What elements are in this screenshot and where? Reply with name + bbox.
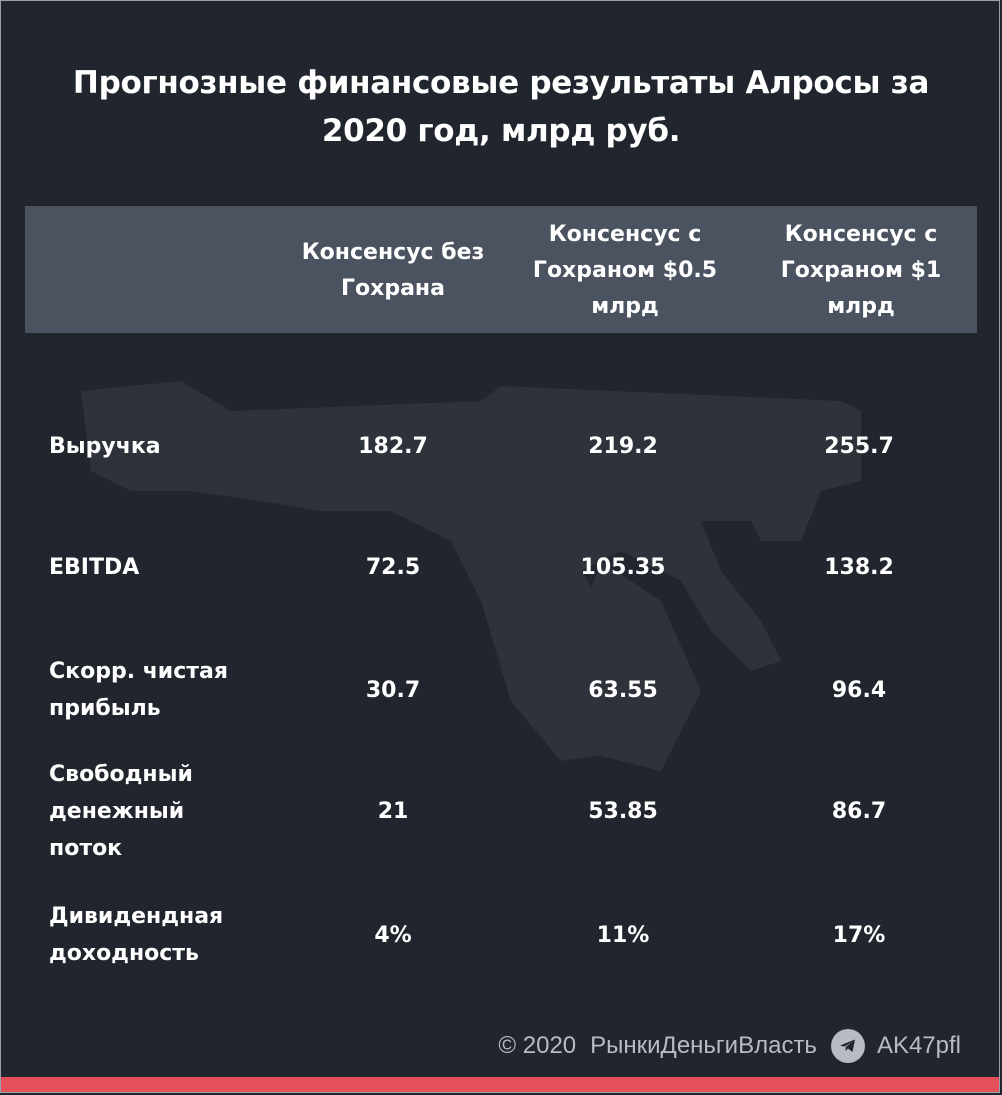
- table-cell: 105.35: [580, 554, 666, 580]
- table-cell: 138.2: [824, 554, 894, 580]
- table-header: [25, 206, 977, 333]
- table-cell: 96.4: [831, 677, 887, 703]
- column-header: Консенсус с Гохраном $0.5 млрд: [532, 222, 718, 319]
- table-cell: 255.7: [824, 433, 894, 459]
- table-cell: 86.7: [831, 798, 887, 824]
- channel-text: AK47pfl: [876, 1032, 961, 1059]
- row-label: Дивидендная доходность: [49, 904, 224, 966]
- table-cell: 182.7: [358, 433, 428, 459]
- telegram-icon: [830, 1029, 865, 1063]
- chart-title: Прогнозные финансовые результаты Алросы …: [72, 65, 930, 149]
- column-header: Консенсус без Гохрана: [301, 240, 485, 301]
- table-cell: 219.2: [588, 433, 658, 459]
- copyright-text: © 2020: [498, 1032, 577, 1059]
- table-cell: 11%: [596, 922, 650, 948]
- footer-credit: © 2020 РынкиДеньгиВласть AK47pfl: [301, 1027, 961, 1065]
- brand-text: РынкиДеньгиВласть: [590, 1032, 817, 1059]
- row-label: Свободный денежный поток: [49, 761, 193, 861]
- row-label: Выручка: [49, 433, 161, 459]
- accent-bar: [1, 1077, 999, 1092]
- row-label: EBITDA: [49, 554, 140, 580]
- row-label: Скорр. чистая прибыль: [49, 659, 228, 721]
- table-cell: 4%: [374, 922, 412, 948]
- column-header: Консенсус с Гохраном $1 млрд: [780, 222, 942, 319]
- table-cell: 53.85: [588, 798, 658, 824]
- table-cell: 21: [377, 798, 409, 824]
- table-cell: 17%: [832, 922, 886, 948]
- rifle-watermark-icon: [81, 381, 861, 771]
- table-cell: 63.55: [588, 677, 658, 703]
- table-cell: 30.7: [365, 677, 421, 703]
- table-cell: 72.5: [365, 554, 421, 580]
